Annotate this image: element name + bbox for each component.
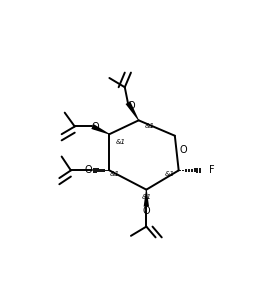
Text: O: O	[180, 145, 187, 155]
Text: &1: &1	[145, 124, 154, 129]
Text: O: O	[92, 121, 99, 132]
Text: F: F	[210, 165, 215, 176]
Polygon shape	[125, 101, 139, 121]
Text: &1: &1	[110, 171, 120, 177]
Text: &1: &1	[141, 194, 151, 200]
Polygon shape	[144, 190, 149, 207]
Text: &1: &1	[164, 171, 174, 177]
Text: &1: &1	[116, 139, 126, 145]
Text: O: O	[84, 165, 92, 176]
Text: O: O	[127, 102, 135, 111]
Text: O: O	[142, 206, 150, 216]
Polygon shape	[91, 124, 109, 135]
